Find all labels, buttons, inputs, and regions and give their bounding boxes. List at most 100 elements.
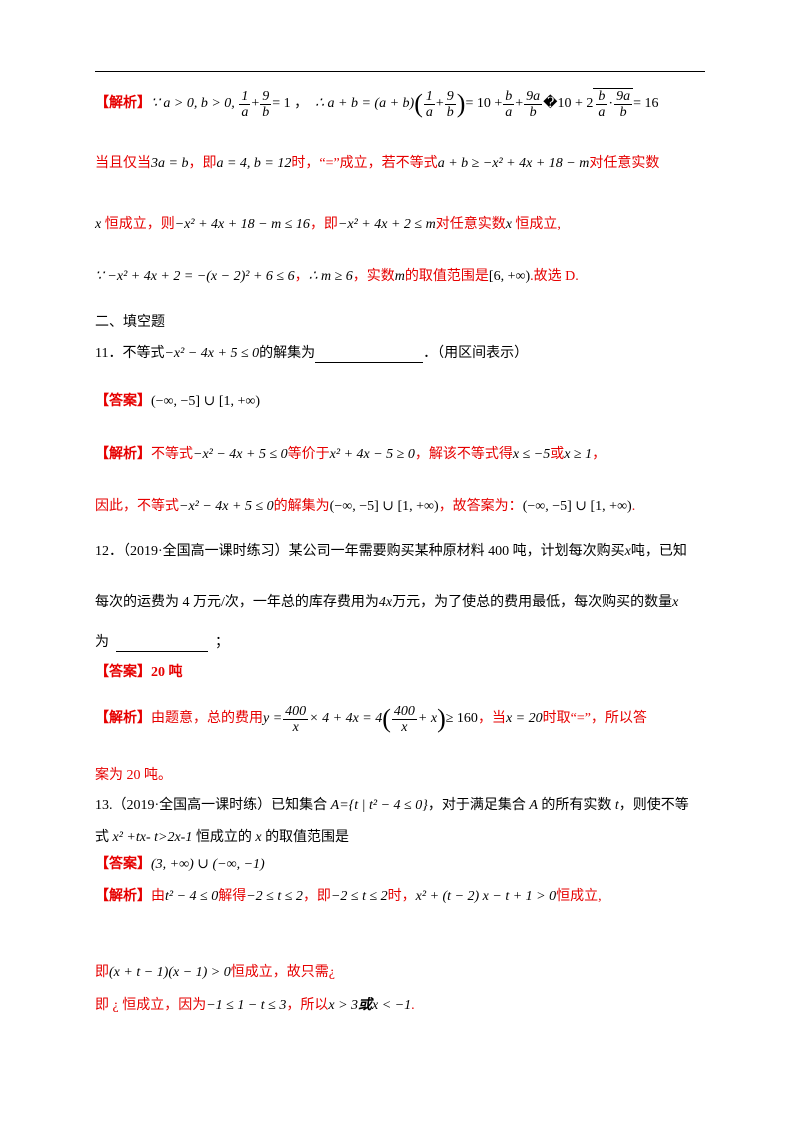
text: 式: [95, 830, 113, 845]
q13-question-line2: 式 x² +tx- t>2x-1 恒成立的 x 的取值范围是: [95, 829, 349, 847]
text: 解得: [218, 889, 247, 904]
text: ，: [294, 269, 309, 284]
math: −x² − 4x + 5 ≤ 0: [179, 499, 274, 514]
math: x: [95, 217, 102, 232]
text: 当且仅当: [95, 156, 151, 171]
text: ，解该不等式得: [414, 447, 513, 462]
numerator: 9a: [524, 88, 543, 105]
math: −x² − 4x + 5 ≤ 0: [193, 447, 288, 462]
denominator: a: [598, 105, 606, 120]
denominator: b: [619, 105, 627, 120]
section-title: 二、填空题: [95, 315, 165, 330]
math: −x² + 4x + 2 ≤ m: [337, 217, 436, 232]
text: ，即: [302, 889, 331, 904]
math: ·: [608, 96, 614, 112]
numerator: b: [596, 89, 608, 105]
answer-label: 【答案】: [95, 857, 151, 872]
text: .故选 D.: [530, 269, 579, 284]
math: 3a = b: [151, 156, 189, 171]
denominator: a: [241, 104, 249, 120]
fraction: 9a b: [524, 88, 543, 120]
text: 或: [550, 447, 565, 462]
math: = 16: [633, 96, 659, 112]
math: �10 + 2: [543, 96, 594, 112]
text: 对任意实数: [435, 217, 506, 232]
square-root: b a · 9a b: [593, 88, 634, 120]
header-rule: [95, 71, 705, 72]
math: (−∞, −5] ∪ [1, +∞): [151, 394, 261, 409]
q10-analysis-row1: 【解析】∵ a > 0, b > 0, 1 a +9 b = 1 ， ∴ a + b =…: [95, 88, 659, 120]
analysis-label: 【解析】: [95, 447, 151, 462]
text: ．（用区间表示）: [423, 346, 529, 361]
q13-analysis-row3: 即 ¿ 恒成立，因为−1 ≤ 1 − t ≤ 3，所以x > 3或x < −1.: [95, 997, 415, 1015]
math: x < −1: [372, 998, 412, 1013]
q10-analysis-row4: ∵ −x² + 4x + 2 = −(x − 2)² + 6 ≤ 6，∴ m ≥…: [95, 268, 579, 286]
denominator: x: [292, 719, 299, 735]
math: y =: [263, 711, 283, 727]
answer-blank: [116, 651, 208, 652]
math: ∴ a + b = (a + b): [315, 96, 415, 112]
math: x: [672, 595, 679, 610]
text: 或: [358, 998, 373, 1013]
math: ∵ −x² + 4x + 2 = −(x − 2)² + 6 ≤ 6: [95, 269, 295, 284]
math: m: [394, 269, 405, 284]
text: 不等式: [151, 447, 193, 462]
q13-analysis-row1: 【解析】由t² − 4 ≤ 0解得−2 ≤ t ≤ 2，即−2 ≤ t ≤ 2时…: [95, 888, 602, 906]
math: x² + 4x − 5 ≥ 0: [329, 447, 415, 462]
math: ≥ 160: [445, 711, 478, 727]
text: ，对于满足集合: [427, 798, 530, 813]
text: 恒成立的: [192, 830, 256, 845]
numerator: 1: [423, 88, 435, 105]
text: 13.（2019·全国高一课时练）已知集合: [95, 798, 331, 813]
text: 由题意，总的费用: [151, 711, 263, 727]
answer-value: 20 吨: [151, 665, 183, 680]
text: ，即: [309, 217, 338, 232]
math: −2 ≤ t ≤ 2: [330, 889, 388, 904]
text: ；: [215, 635, 229, 650]
math: (−∞, −5] ∪ [1, +∞): [522, 499, 632, 514]
math: x: [255, 830, 262, 845]
text: 的解集为: [259, 346, 316, 361]
text: 每次的运费为 4 万元/次，一年总的库存费用为: [95, 595, 379, 610]
text: 的解集为: [273, 499, 330, 514]
text: 万元，为了使总的费用最低，每次购买的数量: [392, 595, 673, 610]
text: ，即: [188, 156, 217, 171]
math: x = 20: [505, 711, 543, 727]
numerator: 9a: [614, 89, 633, 105]
q11-analysis-row1: 【解析】不等式−x² − 4x + 5 ≤ 0等价于x² + 4x − 5 ≥ …: [95, 446, 606, 464]
q13-question-line1: 13.（2019·全国高一课时练）已知集合 A={t | t² − 4 ≤ 0}…: [95, 797, 689, 815]
text: 恒成立,: [515, 217, 561, 232]
text: ，故答案为：: [438, 499, 523, 514]
text: ，: [592, 447, 607, 462]
denominator: x: [401, 719, 408, 735]
math: x² +tx- t>2x-1: [112, 830, 193, 845]
math: A: [529, 798, 538, 813]
math: −x² + 4x + 18 − m ≤ 16: [174, 217, 310, 232]
math: t² − 4 ≤ 0: [165, 889, 219, 904]
q12-analysis-row2: 案为 20 吨。: [95, 768, 172, 783]
text: 时，“=”成立，若不等式: [291, 156, 438, 171]
answer-blank: [315, 362, 424, 363]
text: 恒成立，则: [104, 217, 175, 232]
answer-label: 【答案】: [95, 665, 151, 680]
q10-analysis-row3: x 恒成立，则−x² + 4x + 18 − m ≤ 16，即−x² + 4x …: [95, 216, 561, 234]
math: +: [251, 96, 260, 112]
denominator: b: [262, 104, 270, 120]
text: .: [631, 499, 636, 514]
math: = 1 ，: [272, 96, 309, 112]
math: x: [505, 217, 512, 232]
numerator: 9: [444, 88, 456, 105]
math: x: [624, 544, 631, 559]
math: = 10 +: [465, 96, 503, 112]
q11-answer: 【答案】(−∞, −5] ∪ [1, +∞): [95, 393, 260, 411]
math: x ≥ 1: [564, 447, 593, 462]
text: 即 ¿ 恒成立，因为: [95, 998, 207, 1013]
q12-question-line2: 每次的运费为 4 万元/次，一年总的库存费用为4x万元，为了使总的费用最低，每次…: [95, 594, 678, 612]
text: 的所有实数: [537, 798, 615, 813]
math: × 4 + 4x = 4: [309, 711, 383, 727]
